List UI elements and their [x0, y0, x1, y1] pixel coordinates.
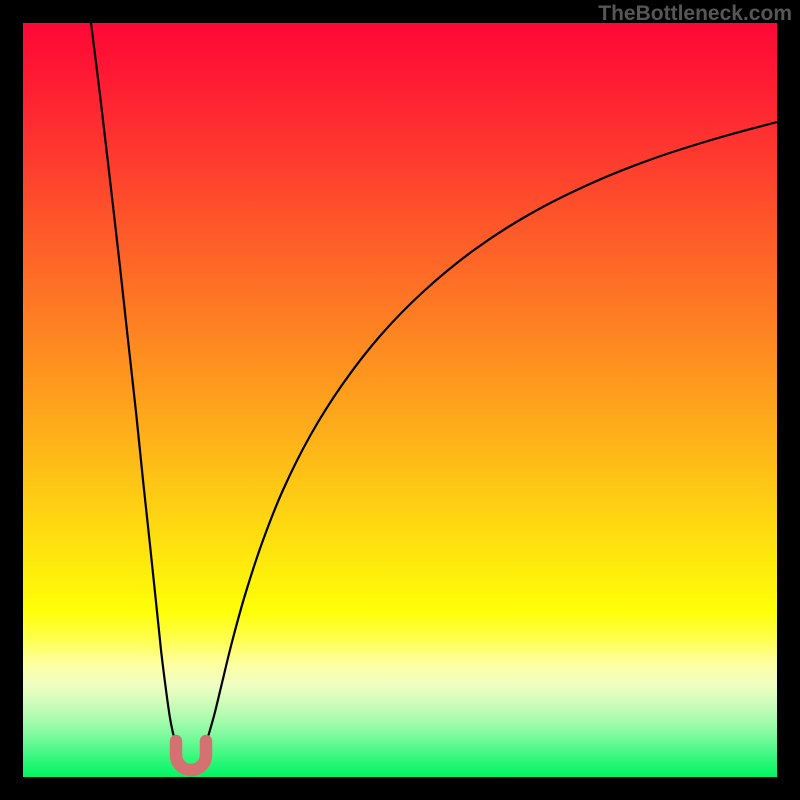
watermark-text: TheBottleneck.com: [598, 2, 792, 26]
gradient-background: [23, 23, 777, 777]
bottleneck-chart: [0, 0, 800, 800]
chart-container: { "chart": { "type": "line-with-gradient…: [0, 0, 800, 800]
